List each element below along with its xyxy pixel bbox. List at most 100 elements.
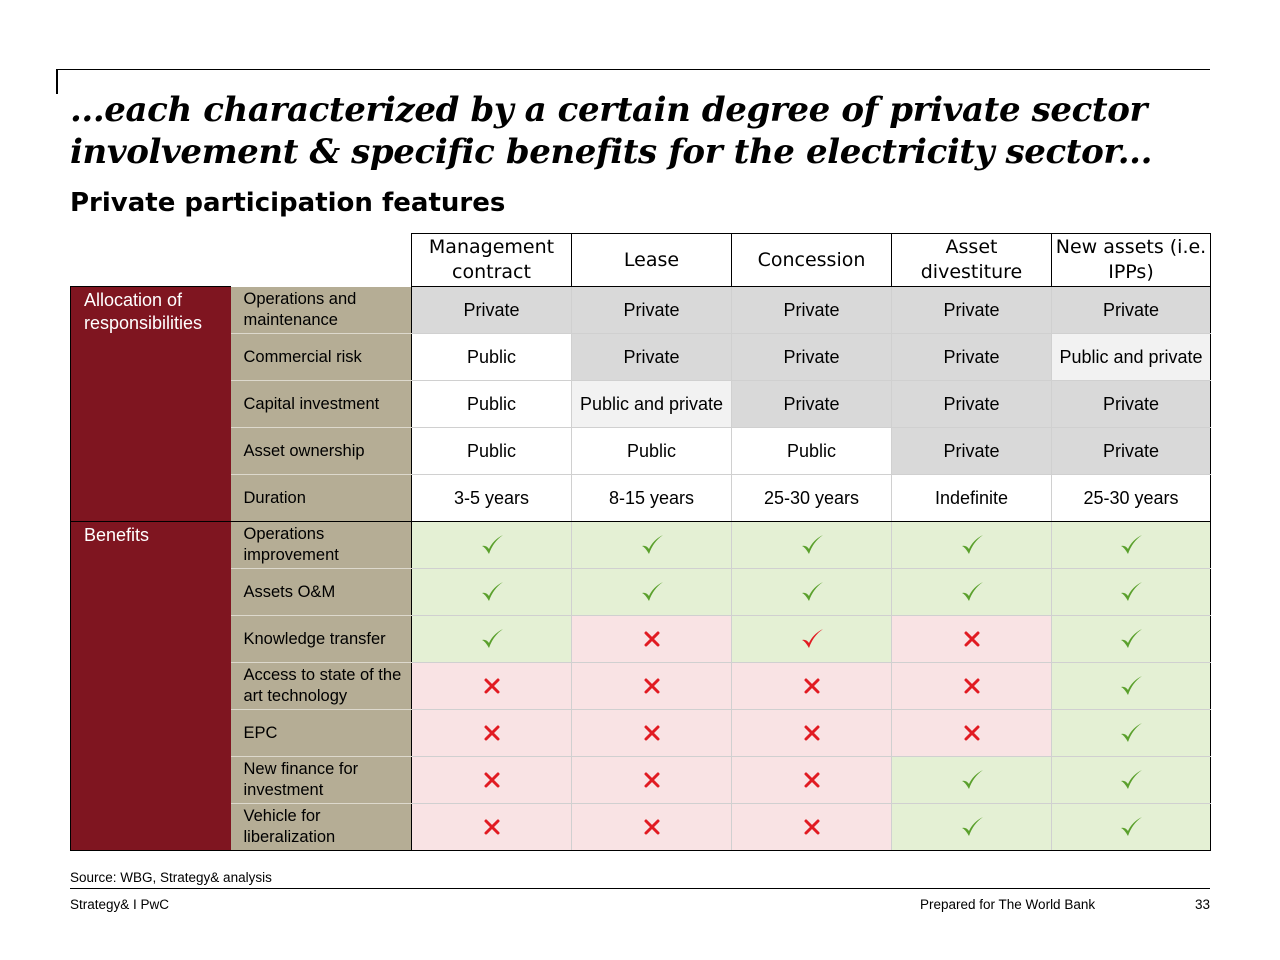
mark-cell: [571, 756, 732, 804]
table-row: Assets O&M: [71, 568, 1211, 616]
column-header: Concession: [731, 233, 892, 287]
cross-icon: [804, 772, 819, 788]
cross-icon: [804, 819, 819, 835]
cross-icon: [964, 631, 979, 647]
value-cell: Private: [891, 333, 1052, 381]
mark-cell: [731, 803, 892, 851]
page-title: ...each characterized by a certain degre…: [70, 90, 1153, 172]
source-note: Source: WBG, Strategy& analysis: [70, 870, 272, 885]
check-icon: [801, 535, 823, 555]
cross-icon: [484, 819, 499, 835]
table-row: Asset ownership Public Public Public Private…: [71, 427, 1211, 475]
mark-cell: [411, 615, 572, 663]
footer-brand: Strategy& I PwC: [70, 897, 170, 912]
value-cell: Public: [411, 427, 572, 475]
table-row: Benefits Operations improvement: [70, 521, 1211, 851]
value-cell: 25-30 years: [731, 474, 892, 522]
check-icon: [641, 535, 663, 555]
table-row: Capital investment Public Public and priva…: [71, 380, 1211, 428]
cross-icon: [964, 678, 979, 694]
feature-label: Knowledge transfer: [230, 615, 412, 663]
mark-cell: [731, 756, 892, 804]
check-icon: [1121, 817, 1142, 837]
check-icon: [961, 582, 983, 602]
check-icon: [481, 629, 503, 649]
mark-cell: [1051, 803, 1211, 851]
value-cell: Private: [571, 333, 732, 381]
value-cell: 25-30 years: [1051, 474, 1211, 522]
mark-cell: [891, 709, 1052, 757]
feature-label: EPC: [230, 709, 412, 757]
feature-label: Capital investment: [230, 380, 412, 428]
mark-cell: [731, 568, 892, 616]
value-cell: 8-15 years: [571, 474, 732, 522]
cross-icon: [644, 678, 659, 694]
table-row: EPC: [71, 709, 1211, 757]
mark-cell: [411, 709, 572, 757]
value-cell: Public and private: [1051, 333, 1211, 381]
mark-cell: [411, 756, 572, 804]
page-subtitle: Private participation features: [70, 188, 506, 218]
check-icon: [481, 535, 503, 555]
mark-cell: [1051, 568, 1211, 616]
value-cell: 3-5 years: [411, 474, 572, 522]
mark-cell: [731, 709, 892, 757]
value-cell: Private: [1051, 380, 1211, 428]
feature-label: Operations and maintenance: [230, 286, 412, 334]
value-cell: Private: [731, 333, 892, 381]
value-cell: Private: [1051, 286, 1211, 334]
feature-label: Vehicle for liberalization: [230, 803, 412, 851]
mark-cell: [571, 803, 732, 851]
top-rule: [56, 69, 1210, 70]
mark-cell: [891, 756, 1052, 804]
value-cell: Private: [731, 380, 892, 428]
value-cell: Public: [411, 333, 572, 381]
check-icon: [1121, 676, 1142, 696]
table-row: Allocation of responsibilities Operations…: [70, 286, 1211, 522]
value-cell: Private: [571, 286, 732, 334]
mark-cell: [1051, 709, 1211, 757]
value-cell: Public: [731, 427, 892, 475]
cross-icon: [804, 725, 819, 741]
feature-label: Commercial risk: [230, 333, 412, 381]
feature-label: Access to state of the art technology: [230, 662, 412, 710]
table-row: Knowledge transfer: [71, 615, 1211, 663]
value-cell: Private: [891, 427, 1052, 475]
mark-cell: [571, 662, 732, 710]
value-cell: Private: [891, 380, 1052, 428]
mark-cell: [891, 803, 1052, 851]
header-spacer: [70, 233, 412, 287]
mark-cell: [1051, 756, 1211, 804]
column-header: Asset divestiture: [891, 233, 1052, 287]
table-row: New finance for investment: [71, 756, 1211, 804]
mark-cell: [731, 662, 892, 710]
cross-icon: [644, 725, 659, 741]
check-icon: [1121, 629, 1142, 649]
cross-icon: [964, 725, 979, 741]
mark-cell: [571, 615, 732, 663]
cross-icon: [484, 725, 499, 741]
group-label: Benefits: [70, 521, 231, 851]
value-cell: Public and private: [571, 380, 732, 428]
check-icon: [481, 582, 503, 602]
table-row: Vehicle for liberalization: [71, 803, 1211, 851]
column-header: Lease: [571, 233, 732, 287]
cross-icon: [644, 631, 659, 647]
cross-icon: [644, 772, 659, 788]
check-icon: [961, 535, 983, 555]
mark-cell: [411, 521, 572, 569]
feature-label: Asset ownership: [230, 427, 412, 475]
check-icon: [1121, 582, 1142, 602]
check-icon: [801, 582, 823, 602]
value-cell: Private: [891, 286, 1052, 334]
footer-rule: [70, 888, 1210, 889]
red-check-icon: [801, 629, 823, 649]
features-table: Management contract Lease Concession Ass…: [70, 233, 1211, 851]
table-body: Allocation of responsibilities Operations…: [70, 286, 1211, 851]
value-cell: Private: [1051, 427, 1211, 475]
corner-mark: [56, 69, 58, 94]
cross-icon: [804, 678, 819, 694]
column-header: Management contract: [411, 233, 572, 287]
mark-cell: [731, 615, 892, 663]
mark-cell: [891, 662, 1052, 710]
